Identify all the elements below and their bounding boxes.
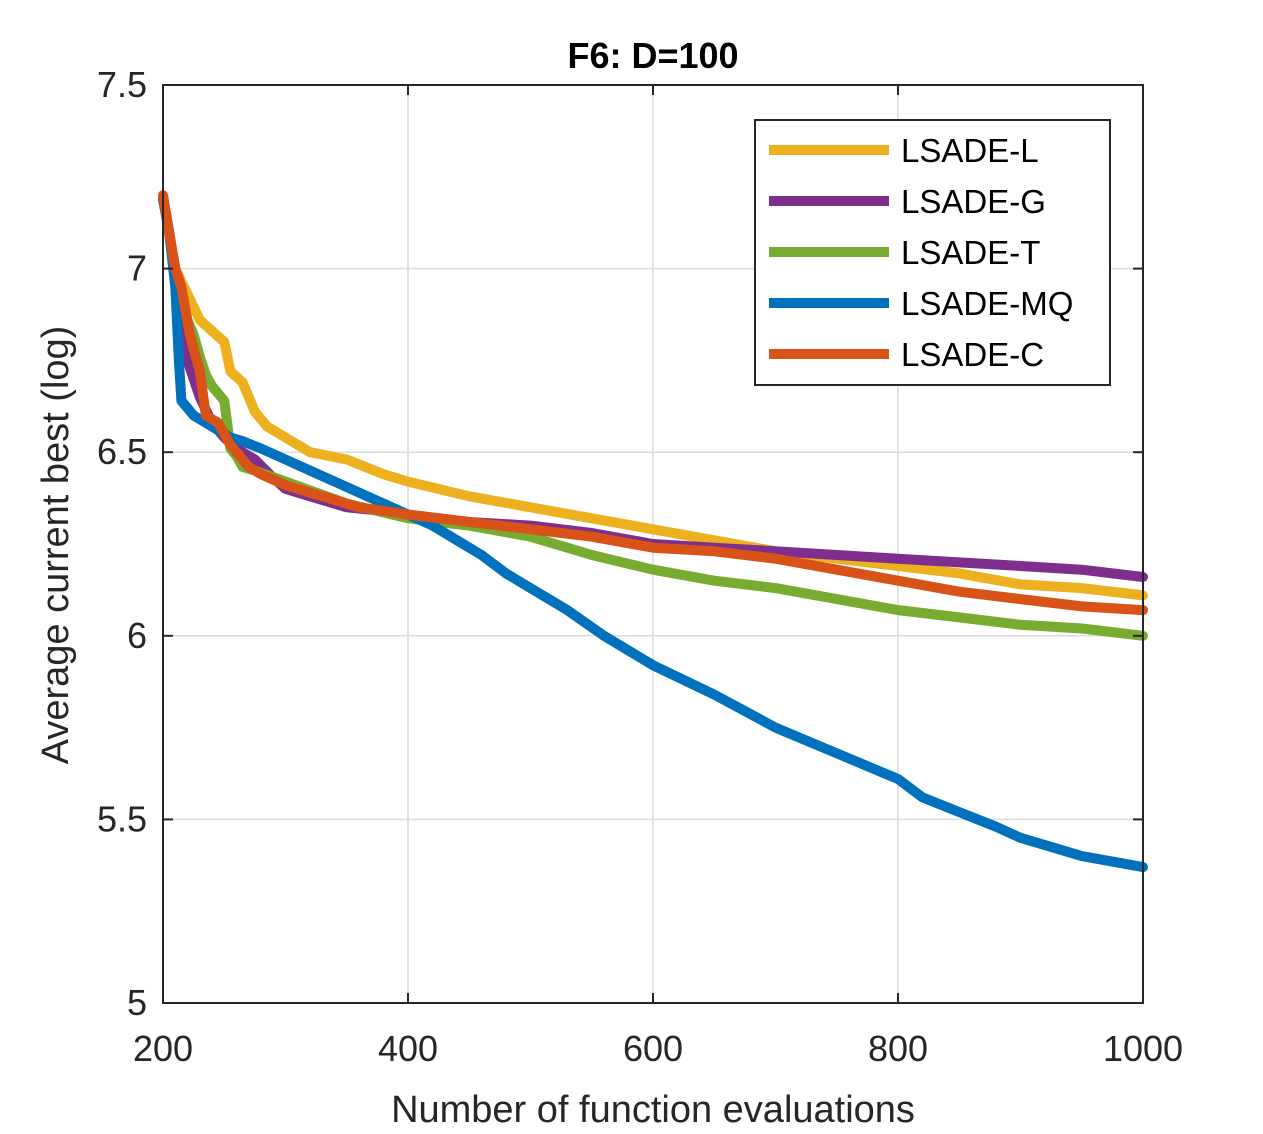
y-tick-label: 6.5 <box>97 431 147 472</box>
x-tick-label: 800 <box>868 1028 928 1069</box>
legend-label: LSADE-MQ <box>901 285 1073 322</box>
x-tick-label: 600 <box>623 1028 683 1069</box>
x-tick-label: 1000 <box>1103 1028 1183 1069</box>
y-tick-label: 7.5 <box>97 64 147 105</box>
series-lines <box>158 190 1148 873</box>
legend-label: LSADE-G <box>901 183 1046 220</box>
legend-label: LSADE-T <box>901 234 1040 271</box>
x-axis-label: Number of function evaluations <box>391 1089 915 1131</box>
y-tick-label: 6 <box>127 615 147 656</box>
legend: LSADE-L LSADE-G LSADE-T LSADE-MQ LSADE-C <box>754 119 1111 386</box>
y-tick-label: 5 <box>127 982 147 1023</box>
tick-labels: 200 400 600 800 1000 5 5.5 6 6.5 7 7.5 <box>97 64 1183 1069</box>
series-line-lsade-c <box>158 190 1148 616</box>
x-tick-label: 400 <box>378 1028 438 1069</box>
y-tick-label: 7 <box>127 248 147 289</box>
series-line-lsade-l <box>158 193 1148 601</box>
chart-title: F6: D=100 <box>567 35 738 76</box>
y-tick-label: 5.5 <box>97 798 147 839</box>
legend-label: LSADE-L <box>901 132 1039 169</box>
legend-label: LSADE-C <box>901 336 1044 373</box>
x-tick-label: 200 <box>133 1028 193 1069</box>
y-axis-label: Average current best (log) <box>35 326 77 765</box>
axes <box>162 84 1144 1004</box>
